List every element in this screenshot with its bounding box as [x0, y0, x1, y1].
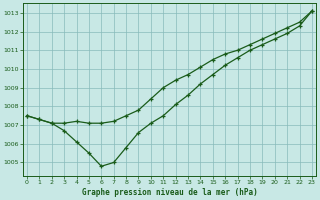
- X-axis label: Graphe pression niveau de la mer (hPa): Graphe pression niveau de la mer (hPa): [82, 188, 257, 197]
